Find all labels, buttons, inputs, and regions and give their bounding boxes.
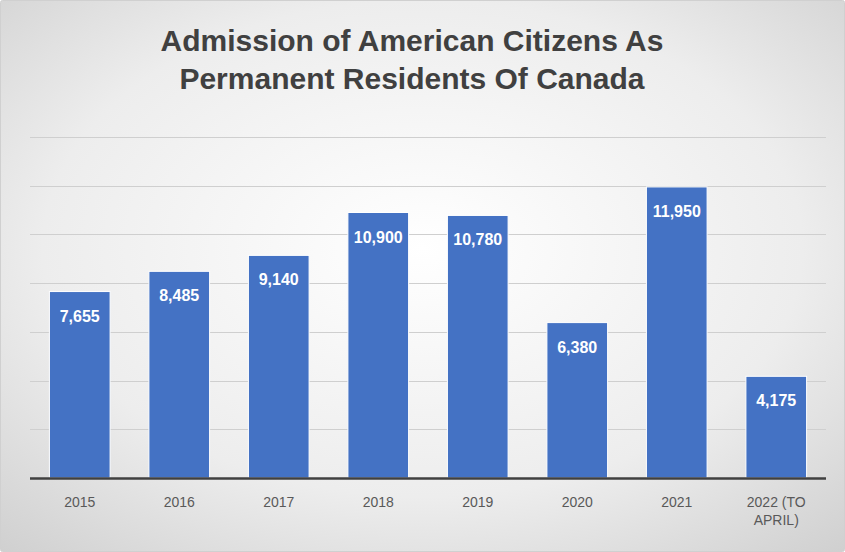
x-tick-label: 2021	[661, 494, 692, 510]
bar	[149, 271, 210, 478]
bar	[447, 215, 508, 478]
bar	[49, 292, 110, 478]
bars	[49, 187, 806, 478]
data-label: 7,655	[60, 308, 100, 325]
data-label: 11,950	[653, 203, 701, 220]
data-label: 9,140	[259, 271, 299, 288]
data-label: 10,780	[453, 231, 502, 248]
bar	[348, 213, 409, 478]
x-axis	[30, 477, 826, 480]
bar	[646, 187, 707, 478]
data-label: 6,380	[557, 339, 597, 356]
bar	[746, 376, 807, 478]
x-tick-labels: 2015 2016 2017 2018 2019 2020 2021 2022 (TOAPRI…	[64, 494, 806, 528]
x-tick-label: 2017	[263, 494, 294, 510]
x-tick-label: 2020	[562, 494, 593, 510]
title: Admission of American Citizens As Perman…	[112, 22, 712, 98]
x-tick-label: 2018	[363, 494, 394, 510]
x-tick-label: 2022 (TOAPRIL)	[747, 494, 806, 528]
grid-line	[30, 137, 826, 138]
background	[1, 1, 845, 552]
grid-line	[30, 478, 826, 479]
data-label: 8,485	[159, 287, 199, 304]
grid	[30, 138, 826, 479]
data-labels: 7,655 8,485 9,140 10,900 10,780 6,380 11,950 4,…	[60, 203, 797, 409]
x-tick-label: 2019	[462, 494, 493, 510]
data-label: 10,900	[354, 229, 403, 246]
x-tick-label: 2015	[64, 494, 95, 510]
bar	[547, 323, 608, 478]
bar	[248, 255, 309, 478]
chart: 7,655 8,485 9,140 10,900 10,780 6,380 11,950 4,…	[0, 0, 845, 552]
x-tick-label: 2016	[164, 494, 195, 510]
data-label: 4,175	[756, 392, 796, 409]
